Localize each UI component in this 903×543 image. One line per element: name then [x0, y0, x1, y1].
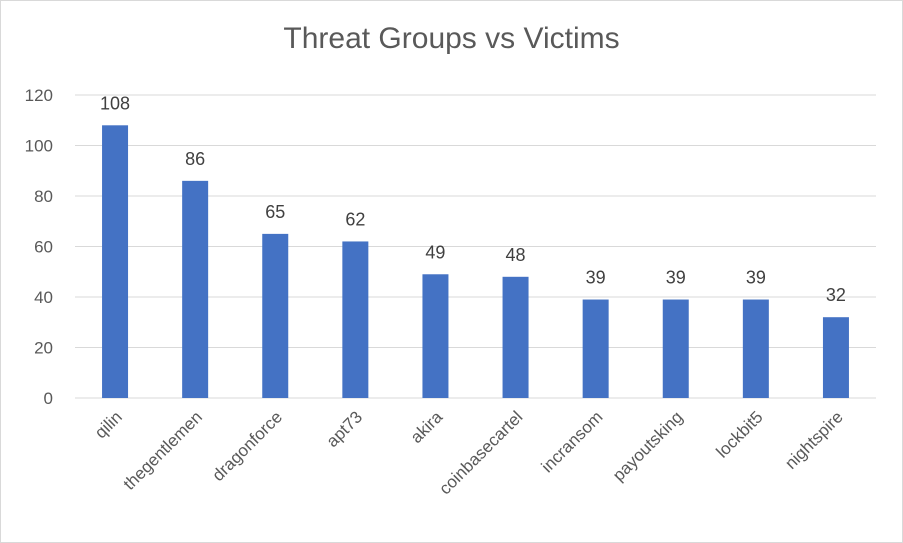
data-label: 108 [100, 93, 130, 113]
x-tick-label: payoutsking [609, 407, 687, 485]
bar [102, 125, 129, 399]
x-tick-label: akira [407, 407, 447, 447]
bar [342, 241, 369, 398]
bar [662, 299, 689, 398]
bar [582, 299, 609, 398]
data-label: 62 [345, 209, 365, 229]
y-tick-label: 60 [34, 238, 53, 257]
data-label: 39 [746, 268, 766, 288]
bar [822, 317, 849, 398]
bar [422, 274, 449, 398]
y-tick-label: 40 [34, 288, 53, 307]
data-label: 49 [425, 242, 445, 262]
y-tick-label: 0 [44, 389, 53, 408]
data-label: 39 [586, 268, 606, 288]
x-tick-label: nightspire [781, 407, 847, 473]
data-label: 48 [506, 245, 526, 265]
bar [502, 276, 529, 398]
x-tick-label: incransom [538, 407, 607, 476]
x-tick-label: qilin [91, 407, 126, 442]
data-label: 32 [826, 285, 846, 305]
data-label: 65 [265, 202, 285, 222]
bar [742, 299, 769, 398]
y-tick-label: 120 [25, 86, 53, 105]
x-tick-label: apt73 [323, 407, 367, 451]
y-tick-label: 20 [34, 339, 53, 358]
x-tick-label: lockbit5 [712, 407, 766, 461]
bar [182, 180, 209, 398]
data-label: 39 [666, 268, 686, 288]
chart-title: Threat Groups vs Victims [283, 22, 620, 55]
y-tick-label: 80 [34, 187, 53, 206]
x-tick-label: coinbasecartel [435, 407, 526, 498]
bar [262, 233, 289, 398]
data-label: 86 [185, 149, 205, 169]
x-tick-label: dragonforce [208, 407, 286, 485]
y-tick-label: 100 [25, 137, 53, 156]
x-tick-label: thegentlemen [120, 407, 206, 493]
